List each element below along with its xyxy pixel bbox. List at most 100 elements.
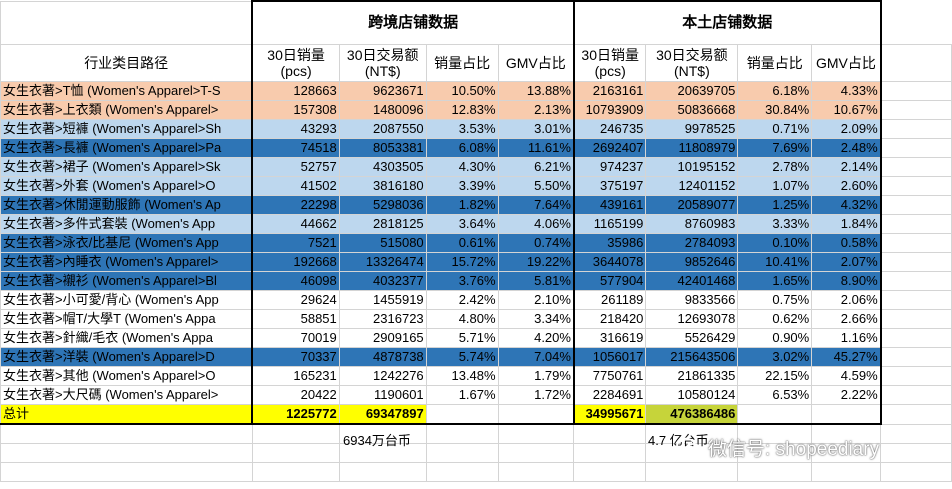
cb-sales-share-header[interactable]: 销量占比 (425, 44, 499, 82)
lc-sales-header[interactable]: 30日销量 (pcs) (572, 44, 647, 82)
lc-gmv-cell[interactable]: 12401152 (645, 176, 739, 196)
cb-gmv-share-cell[interactable]: 0.74% (497, 233, 575, 253)
empty-cell[interactable] (251, 423, 340, 444)
empty-cell[interactable] (251, 443, 340, 463)
lc-gmv-share-cell[interactable]: 2.60% (811, 176, 882, 196)
lc-gmv-share-cell[interactable]: 0.58% (811, 233, 882, 253)
category-cell[interactable]: 女生衣著>內睡衣 (Women's Apparel> (0, 252, 253, 272)
cb-sales-cell[interactable]: 165231 (251, 366, 340, 386)
lc-sales-share-cell[interactable]: 6.18% (737, 81, 813, 101)
cb-sales-share-cell[interactable]: 6.08% (425, 138, 499, 158)
cb-sales-share-cell[interactable]: 4.80% (425, 309, 499, 329)
empty-cell[interactable] (880, 1, 952, 45)
category-cell[interactable]: 女生衣著>泳衣/比基尼 (Women's App (0, 233, 253, 253)
lc-sales-cell[interactable]: 261189 (572, 290, 647, 310)
lc-sales-cell[interactable]: 2284691 (572, 385, 647, 405)
cb-sales-share-cell[interactable]: 15.72% (425, 252, 499, 272)
lc-gmv-cell[interactable]: 20589077 (645, 195, 739, 215)
total-label-cell[interactable]: 总计 (0, 404, 253, 425)
lc-sales-cell[interactable]: 1056017 (572, 347, 647, 367)
cb-gmv-cell[interactable]: 4032377 (338, 271, 427, 291)
empty-cell[interactable] (880, 233, 952, 253)
empty-cell[interactable] (880, 423, 952, 444)
empty-cell[interactable] (338, 443, 427, 463)
category-cell[interactable]: 女生衣著>長褲 (Women's Apparel>Pa (0, 138, 253, 158)
empty-cell[interactable] (880, 138, 952, 158)
empty-cell[interactable] (737, 462, 813, 482)
cb-gmv-cell[interactable]: 1242276 (338, 366, 427, 386)
cb-gmv-share-cell[interactable]: 19.22% (497, 252, 575, 272)
lc-gmv-share-cell[interactable]: 2.06% (811, 290, 882, 310)
category-header[interactable]: 行业类目路径 (0, 44, 253, 82)
cb-sales-share-cell[interactable]: 12.83% (425, 100, 499, 120)
cb-sales-share-cell[interactable]: 5.71% (425, 328, 499, 348)
lc-sales-cell[interactable]: 7750761 (572, 366, 647, 386)
cb-gmv-cell[interactable]: 9623671 (338, 81, 427, 101)
cb-gmv-share-cell[interactable]: 5.50% (497, 176, 575, 196)
lc-sales-share-cell[interactable]: 1.65% (737, 271, 813, 291)
lc-gmv-share-cell[interactable]: 1.16% (811, 328, 882, 348)
empty-cell[interactable] (880, 347, 952, 367)
empty-cell[interactable] (880, 309, 952, 329)
empty-cell[interactable] (573, 423, 647, 444)
cb-sales-share-cell[interactable]: 3.64% (425, 214, 499, 234)
lc-sales-share-cell[interactable]: 7.69% (737, 138, 813, 158)
cb-sales-cell[interactable]: 41502 (251, 176, 340, 196)
lc-gmv-share-cell[interactable]: 10.67% (811, 100, 882, 120)
category-cell[interactable]: 女生衣著>大尺碼 (Women's Apparel> (0, 385, 253, 405)
lc-gmv-share-cell[interactable]: 2.09% (811, 119, 882, 139)
empty-cell[interactable] (425, 462, 499, 482)
lc-gmv-cell[interactable]: 8760983 (645, 214, 739, 234)
empty-cell[interactable] (880, 328, 952, 348)
lc-gmv-cell[interactable]: 20639705 (645, 81, 739, 101)
cb-sales-cell[interactable]: 46098 (251, 271, 340, 291)
cb-gmv-cell[interactable]: 8053381 (338, 138, 427, 158)
cb-sales-cell[interactable]: 7521 (251, 233, 340, 253)
empty-cell[interactable] (497, 423, 575, 444)
category-cell[interactable]: 女生衣著>針織/毛衣 (Women's Appa (0, 328, 253, 348)
cb-sales-cell[interactable]: 20422 (251, 385, 340, 405)
cb-gmv-cell[interactable]: 1190601 (338, 385, 427, 405)
lc-gmv-cell[interactable]: 9978525 (645, 119, 739, 139)
lc-sales-share-cell[interactable]: 1.25% (737, 195, 813, 215)
cb-sales-cell[interactable]: 70019 (251, 328, 340, 348)
cb-gmv-cell[interactable]: 2909165 (338, 328, 427, 348)
cb-sales-cell[interactable]: 44662 (251, 214, 340, 234)
lc-sales-share-cell[interactable]: 2.78% (737, 157, 813, 177)
lc-sales-share-cell[interactable]: 30.84% (737, 100, 813, 120)
cb-gmv-cell[interactable]: 3816180 (338, 176, 427, 196)
cb-sales-cell[interactable]: 128663 (251, 81, 340, 101)
category-cell[interactable]: 女生衣著>襯衫 (Women's Apparel>Bl (0, 271, 253, 291)
lc-sales-cell[interactable]: 1165199 (572, 214, 647, 234)
cb-sales-cell[interactable]: 70337 (251, 347, 340, 367)
empty-cell[interactable] (880, 252, 952, 272)
empty-cell[interactable] (737, 423, 813, 444)
cb-gmv-cell[interactable]: 515080 (338, 233, 427, 253)
cb-gmv-cell[interactable]: 2087550 (338, 119, 427, 139)
lc-gmv-share-cell[interactable]: 8.90% (811, 271, 882, 291)
lc-sales-cell[interactable]: 218420 (572, 309, 647, 329)
cb-gmv-cell[interactable]: 5298036 (338, 195, 427, 215)
empty-cell[interactable] (338, 423, 427, 444)
empty-cell[interactable] (880, 290, 952, 310)
empty-cell[interactable] (811, 423, 882, 444)
lc-sales-share-cell[interactable]: 6.53% (737, 385, 813, 405)
cb-gmv-share-cell[interactable]: 1.72% (497, 385, 575, 405)
cb-sales-cell[interactable]: 43293 (251, 119, 340, 139)
cb-sales-share-cell[interactable]: 1.67% (425, 385, 499, 405)
cb-gmv-share-cell[interactable]: 6.21% (497, 157, 575, 177)
empty-cell[interactable] (880, 271, 952, 291)
empty-cell[interactable] (880, 44, 952, 82)
lc-sales-share-cell[interactable]: 1.07% (737, 176, 813, 196)
lc-sales-cell[interactable]: 375197 (572, 176, 647, 196)
lc-gmv-cell[interactable]: 42401468 (645, 271, 739, 291)
lc-sales-share-cell[interactable]: 3.02% (737, 347, 813, 367)
cb-gmv-share-cell[interactable]: 2.10% (497, 290, 575, 310)
lc-sales-cell[interactable]: 439161 (572, 195, 647, 215)
empty-cell[interactable] (880, 176, 952, 196)
lc-sales-share-cell[interactable]: 0.62% (737, 309, 813, 329)
lc-sales-cell[interactable]: 577904 (572, 271, 647, 291)
category-cell[interactable]: 女生衣著>小可愛/背心 (Women's App (0, 290, 253, 310)
empty-cell[interactable] (880, 214, 952, 234)
empty-cell[interactable] (880, 119, 952, 139)
